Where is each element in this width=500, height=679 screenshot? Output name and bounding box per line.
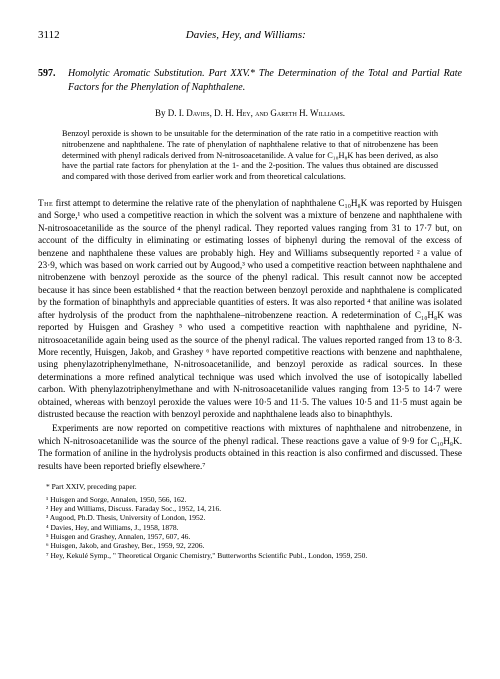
byline: By D. I. Davies, D. H. Hey, and Gareth H… <box>38 107 462 119</box>
abstract: Benzoyl peroxide is shown to be unsuitab… <box>62 129 438 183</box>
body-text-1: first attempt to determine the relative … <box>38 198 462 419</box>
running-header: 3112 Davies, Hey, and Williams: <box>38 28 462 43</box>
footnote-7: ⁷ Hey, Kekulé Symp., " Theoretical Organ… <box>38 551 462 560</box>
title-block: 597. Homolytic Aromatic Substitution. Pa… <box>38 67 462 95</box>
body-paragraph-2: Experiments are now reported on competit… <box>38 422 462 472</box>
footnote-4: ⁴ Davies, Hey, and Williams, J., 1958, 1… <box>38 523 462 532</box>
byline-authors: D. I. Davies, D. H. Hey, and Gareth H. W… <box>168 108 345 118</box>
lead-word: The <box>38 198 53 208</box>
footnote-6: ⁶ Huisgen, Jakob, and Grashey, Ber., 195… <box>38 541 462 550</box>
footnote-star: * Part XXIV, preceding paper. <box>38 482 462 491</box>
footnote-3: ³ Augood, Ph.D. Thesis, University of Lo… <box>38 513 462 522</box>
footnote-5: ⁵ Huisgen and Grashey, Annalen, 1957, 60… <box>38 532 462 541</box>
footnote-2: ² Hey and Williams, Discuss. Faraday Soc… <box>38 504 462 513</box>
footnote-1: ¹ Huisgen and Sorge, Annalen, 1950, 566,… <box>38 495 462 504</box>
footnotes: * Part XXIV, preceding paper. ¹ Huisgen … <box>38 482 462 560</box>
byline-prefix: By <box>155 108 168 118</box>
article-number: 597. <box>38 67 56 81</box>
page-number: 3112 <box>38 28 60 43</box>
body-paragraph-1: The first attempt to determine the relat… <box>38 197 462 421</box>
article-title: Homolytic Aromatic Substitution. Part XX… <box>38 67 462 95</box>
running-authors: Davies, Hey, and Williams: <box>186 28 306 43</box>
